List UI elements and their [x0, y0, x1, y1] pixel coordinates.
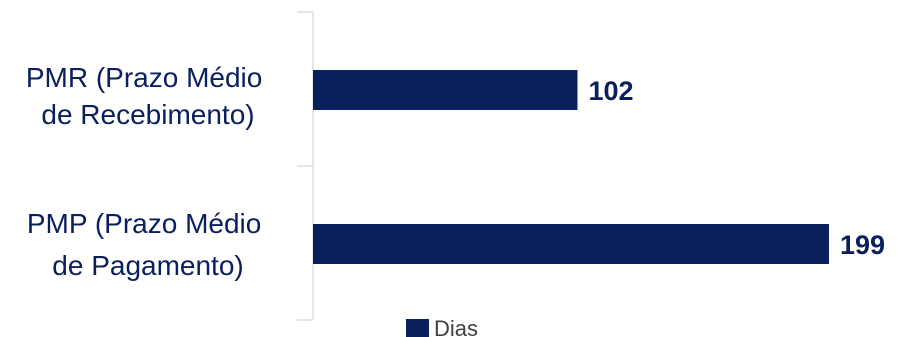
bar-pmr [313, 70, 578, 110]
category-label-pmp-line-1: PMP (Prazo Médio [27, 208, 261, 239]
category-label-pmr-line-1: PMR (Prazo Médio [26, 62, 263, 93]
category-label-pmp: PMP (Prazo Médio de Pagamento) [27, 208, 269, 281]
data-label-pmp: 199 [840, 230, 885, 260]
data-label-pmr: 102 [588, 76, 633, 106]
category-label-pmr: PMR (Prazo Médio de Recebimento) [26, 62, 270, 130]
bar-pmp [313, 224, 829, 264]
category-label-pmp-line-2: de Pagamento) [52, 250, 243, 281]
legend-label-dias: Dias [434, 316, 478, 337]
legend-swatch-dias [406, 319, 429, 337]
legend: Dias [406, 316, 478, 337]
category-label-pmr-line-2: de Recebimento) [41, 99, 254, 130]
